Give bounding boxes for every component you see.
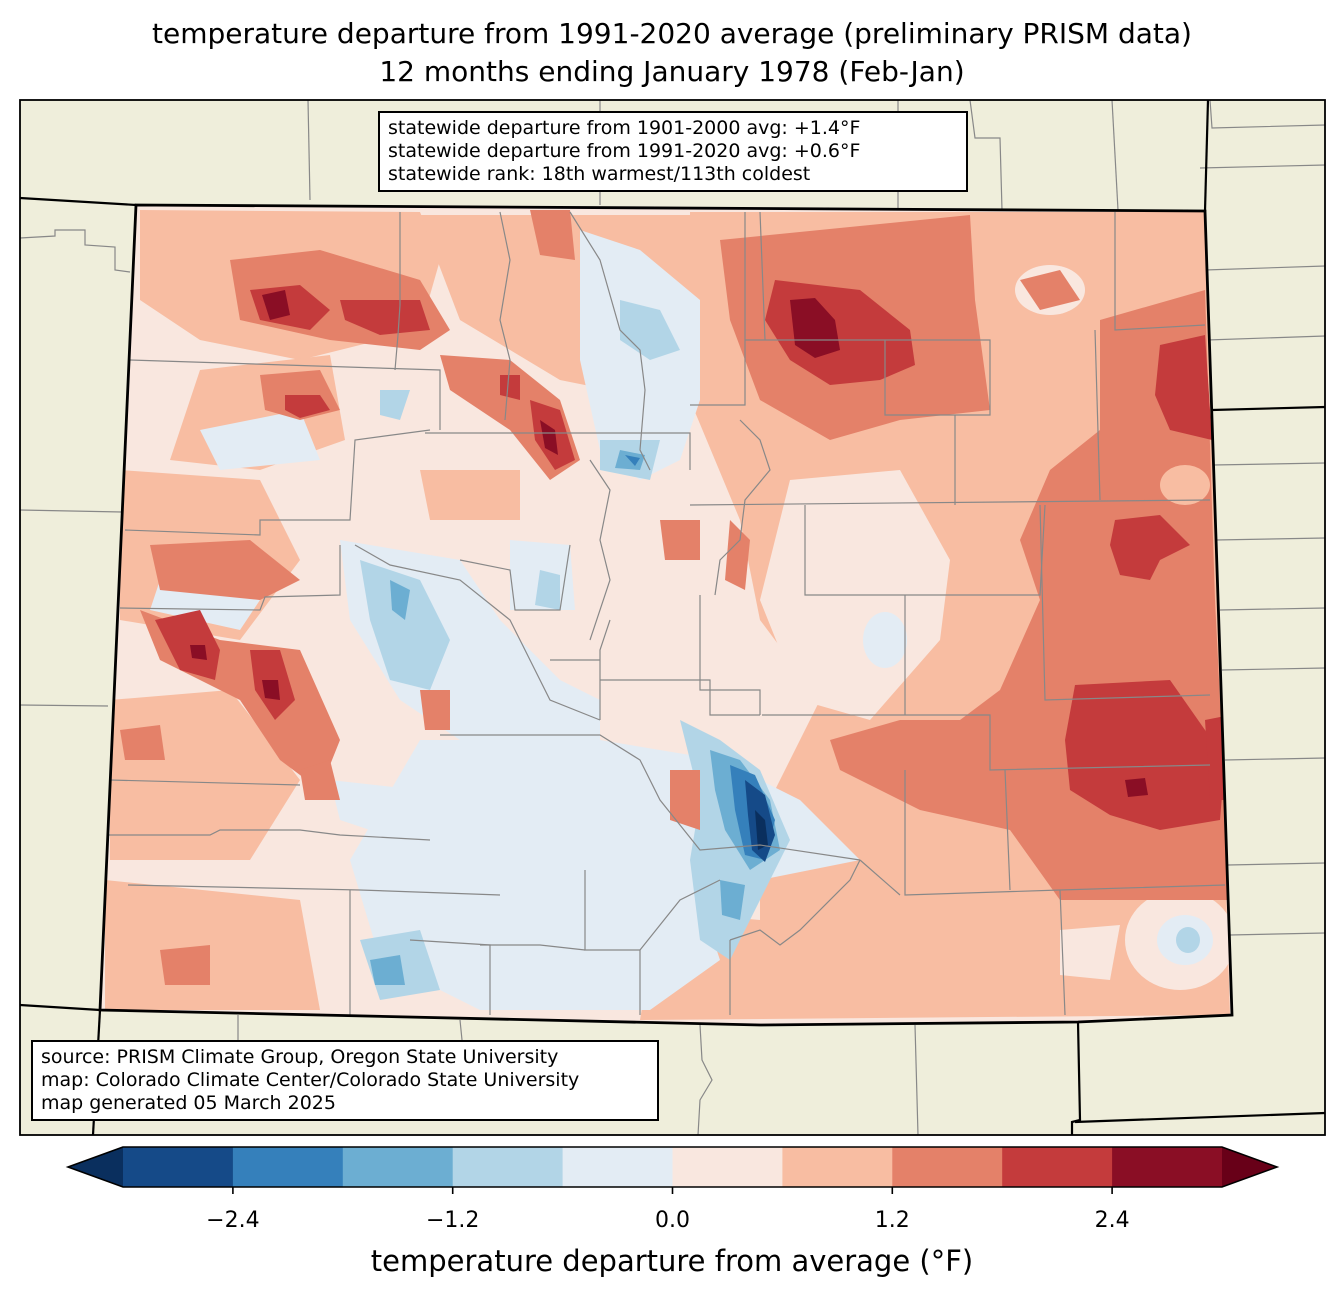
colorbar-segment (232, 1147, 344, 1187)
colorbar-tick-label: 0.0 (655, 1208, 690, 1233)
map-frame (19, 99, 1326, 1136)
temperature-departure-field (100, 205, 1232, 1025)
colorbar-segment (892, 1147, 1003, 1187)
credits-map-author: map: Colorado Climate Center/Colorado St… (41, 1069, 580, 1091)
colorbar-segment (672, 1147, 783, 1187)
colorbar-under-extension (68, 1147, 123, 1187)
colorbar-tick-label: 2.4 (1094, 1208, 1130, 1233)
colorado-state-border (98, 203, 1234, 1027)
colorbar-outline (65, 1146, 1280, 1188)
credits-source: source: PRISM Climate Group, Oregon Stat… (41, 1046, 559, 1068)
colorbar (65, 1146, 1280, 1194)
colorbar-segment (342, 1147, 454, 1187)
colorbar-tick-label: −2.4 (206, 1208, 260, 1233)
stats-departure-1901-2000: statewide departure from 1901-2000 avg: … (388, 117, 861, 139)
county-lines (106, 211, 1226, 1016)
colorbar-segment (123, 1147, 234, 1187)
colorbar-label: temperature departure from average (°F) (370, 1244, 974, 1278)
colorbar-segment (1002, 1147, 1113, 1187)
colorbar-segment (562, 1147, 673, 1187)
colorbar-tick-label: −1.2 (425, 1208, 480, 1233)
colorbar-segment (782, 1147, 893, 1187)
credits-box: source: PRISM Climate Group, Oregon Stat… (31, 1040, 659, 1121)
map-title-line-2: 12 months ending January 1978 (Feb-Jan) (379, 55, 965, 88)
statewide-stats-box: statewide departure from 1901-2000 avg: … (378, 111, 968, 192)
colorbar-segment (1112, 1147, 1223, 1187)
credits-generated-date: map generated 05 March 2025 (41, 1092, 336, 1114)
colorbar-tick-label: 1.2 (874, 1208, 910, 1233)
stats-departure-1991-2020: statewide departure from 1991-2020 avg: … (388, 140, 861, 162)
colorbar-over-extension (1222, 1147, 1277, 1187)
stats-rank: statewide rank: 18th warmest/113th colde… (388, 163, 811, 185)
map-title-line-1: temperature departure from 1991-2020 ave… (152, 17, 1192, 50)
colorbar-segment (452, 1147, 564, 1187)
